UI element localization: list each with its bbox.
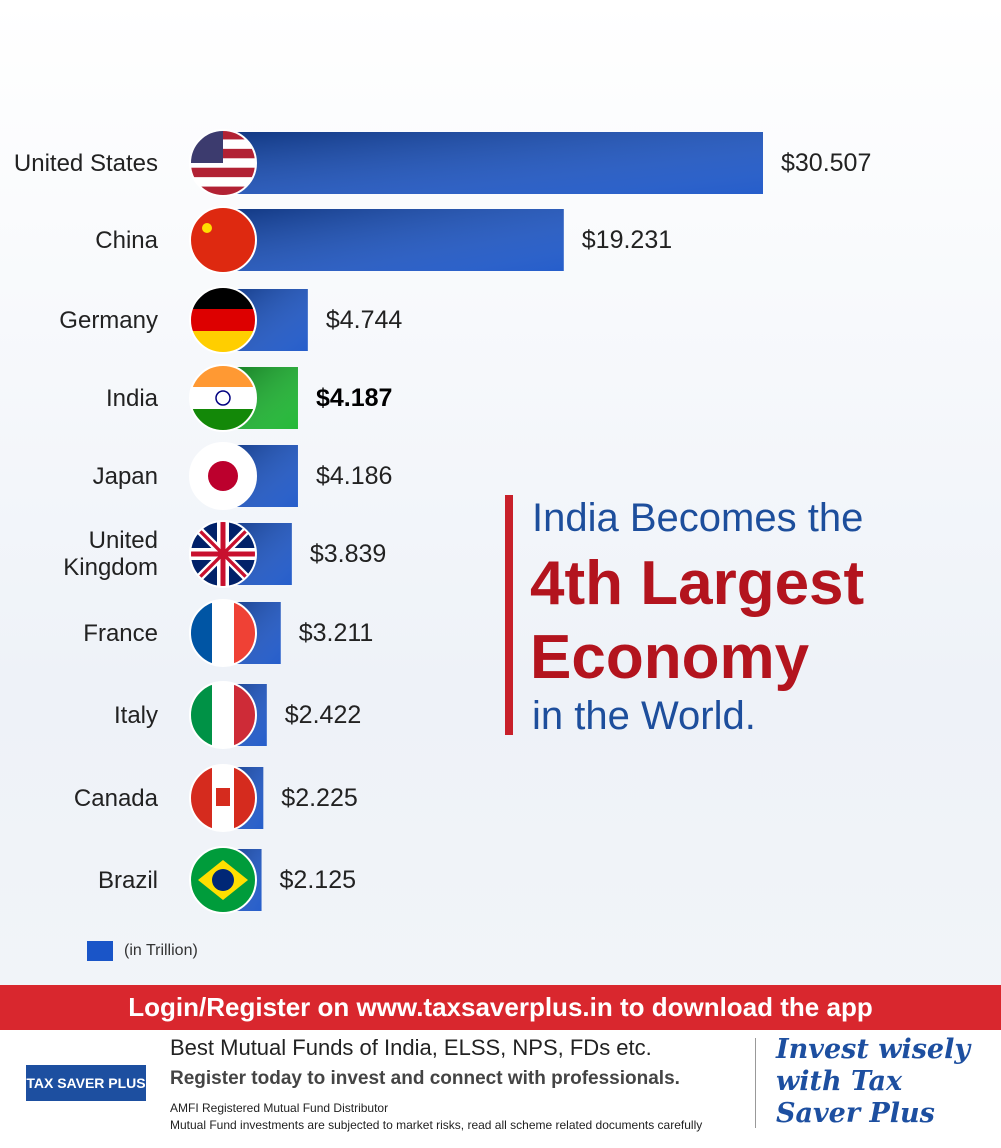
banner[interactable]: Login/Register on www.taxsaverplus.in to… [0, 985, 1001, 1030]
footer [0, 1030, 1001, 1148]
flag-body [190, 207, 256, 273]
y-tick-label: Italy [113, 701, 158, 729]
flag [189, 846, 257, 914]
flag [189, 286, 257, 354]
flag-body [190, 130, 256, 196]
flag-stripe [234, 600, 256, 666]
flag [189, 599, 257, 667]
flag-stripe [190, 287, 256, 310]
value-label: $30.507 [781, 148, 872, 177]
bar-shade [224, 132, 763, 194]
flag-stripe [190, 682, 213, 748]
flag-edge [189, 520, 257, 588]
flag-stripe [234, 682, 256, 748]
value-label: $19.231 [581, 225, 673, 254]
flag-stripe [190, 409, 256, 431]
y-tick-label: United Kingdom [63, 527, 158, 581]
flag-disc [208, 461, 238, 491]
slogan: Invest wisely with Tax Saver Plus [776, 1034, 970, 1130]
flag-body [190, 365, 256, 431]
logo[interactable]: TAX SAVER PLUS [26, 1065, 146, 1101]
flag-stripe [190, 207, 256, 273]
flag-edge [189, 442, 257, 510]
flag [189, 206, 257, 274]
flag-edge [189, 129, 257, 197]
flag-body [190, 682, 256, 748]
y-tick-label: United States [13, 149, 158, 177]
y-tick-label: France [83, 619, 158, 647]
flag-leaf [216, 788, 230, 806]
flag-edge [189, 681, 257, 749]
flag-edge [189, 286, 257, 354]
headline-2: 4th Largest [530, 549, 865, 618]
slogan-line: Saver Plus [776, 1098, 935, 1129]
flag-stripe [190, 365, 256, 388]
flag-edge [189, 599, 257, 667]
flag-edge [189, 364, 257, 432]
flag-body [190, 600, 256, 666]
value-label: $4.744 [325, 305, 403, 334]
value-label: $2.422 [284, 700, 362, 729]
headline-4: in the World. [532, 694, 756, 738]
flag-body [190, 287, 256, 353]
y-tick-label: Japan [92, 462, 158, 490]
flag-stripe [190, 186, 256, 196]
y-tick-label: Brazil [97, 866, 158, 894]
footer-line: AMFI Registered Mutual Fund Distributor [170, 1101, 389, 1115]
slogan-line: with Tax [776, 1066, 903, 1097]
flag-stripe [190, 765, 213, 831]
flag-edge [189, 846, 257, 914]
flag [189, 364, 257, 432]
flag-body [190, 765, 256, 831]
flag-stripe [190, 158, 256, 169]
flag-stripe [212, 600, 235, 666]
flag-body [190, 521, 256, 587]
value-label: $3.839 [309, 539, 387, 568]
flag [189, 442, 257, 510]
legend-label: (in Trillion) [124, 942, 198, 959]
value-label: $2.125 [279, 865, 356, 894]
flag [189, 681, 257, 749]
flag-stripe [190, 600, 213, 666]
y-tick-label: China [95, 226, 158, 254]
flag [189, 764, 257, 832]
flag-disc [212, 869, 234, 891]
flag-stripe [190, 309, 256, 332]
legend-swatch [87, 941, 113, 961]
flag-edge [189, 764, 257, 832]
value-label: $4.187 [315, 383, 393, 412]
flag-stripe [190, 177, 256, 188]
flag-stripe [234, 765, 256, 831]
chart [87, 129, 763, 961]
value-label: $4.186 [315, 461, 393, 490]
value-label: $2.225 [281, 783, 358, 812]
flag-wheel [215, 390, 231, 406]
headline-1: India Becomes the [532, 496, 864, 540]
flag-stripe [190, 167, 256, 178]
value-label: $3.211 [298, 618, 374, 647]
headline-3: Economy [530, 623, 810, 692]
flag-star [202, 223, 212, 233]
footer-line: Best Mutual Funds of India, ELSS, NPS, F… [170, 1035, 652, 1060]
flag-stripe [190, 387, 256, 410]
footer-line: Register today to invest and connect wit… [170, 1068, 680, 1089]
flag [189, 520, 257, 588]
flag-body [190, 443, 256, 509]
footer-line: Mutual Fund investments are subjected to… [170, 1118, 703, 1132]
flag-cross [220, 521, 226, 587]
headline-rule [505, 495, 513, 735]
flag-stripe [190, 331, 256, 353]
y-tick-label: Germany [59, 306, 158, 334]
flag-body [190, 847, 256, 913]
y-tick-label: Canada [73, 784, 158, 812]
flag-stripe [212, 682, 235, 748]
y-tick-label: India [105, 384, 158, 412]
flag-edge [189, 206, 257, 274]
divider [755, 1038, 756, 1128]
flag [189, 129, 257, 197]
slogan-line: Invest wisely [776, 1034, 971, 1065]
bar-shade [224, 209, 564, 271]
